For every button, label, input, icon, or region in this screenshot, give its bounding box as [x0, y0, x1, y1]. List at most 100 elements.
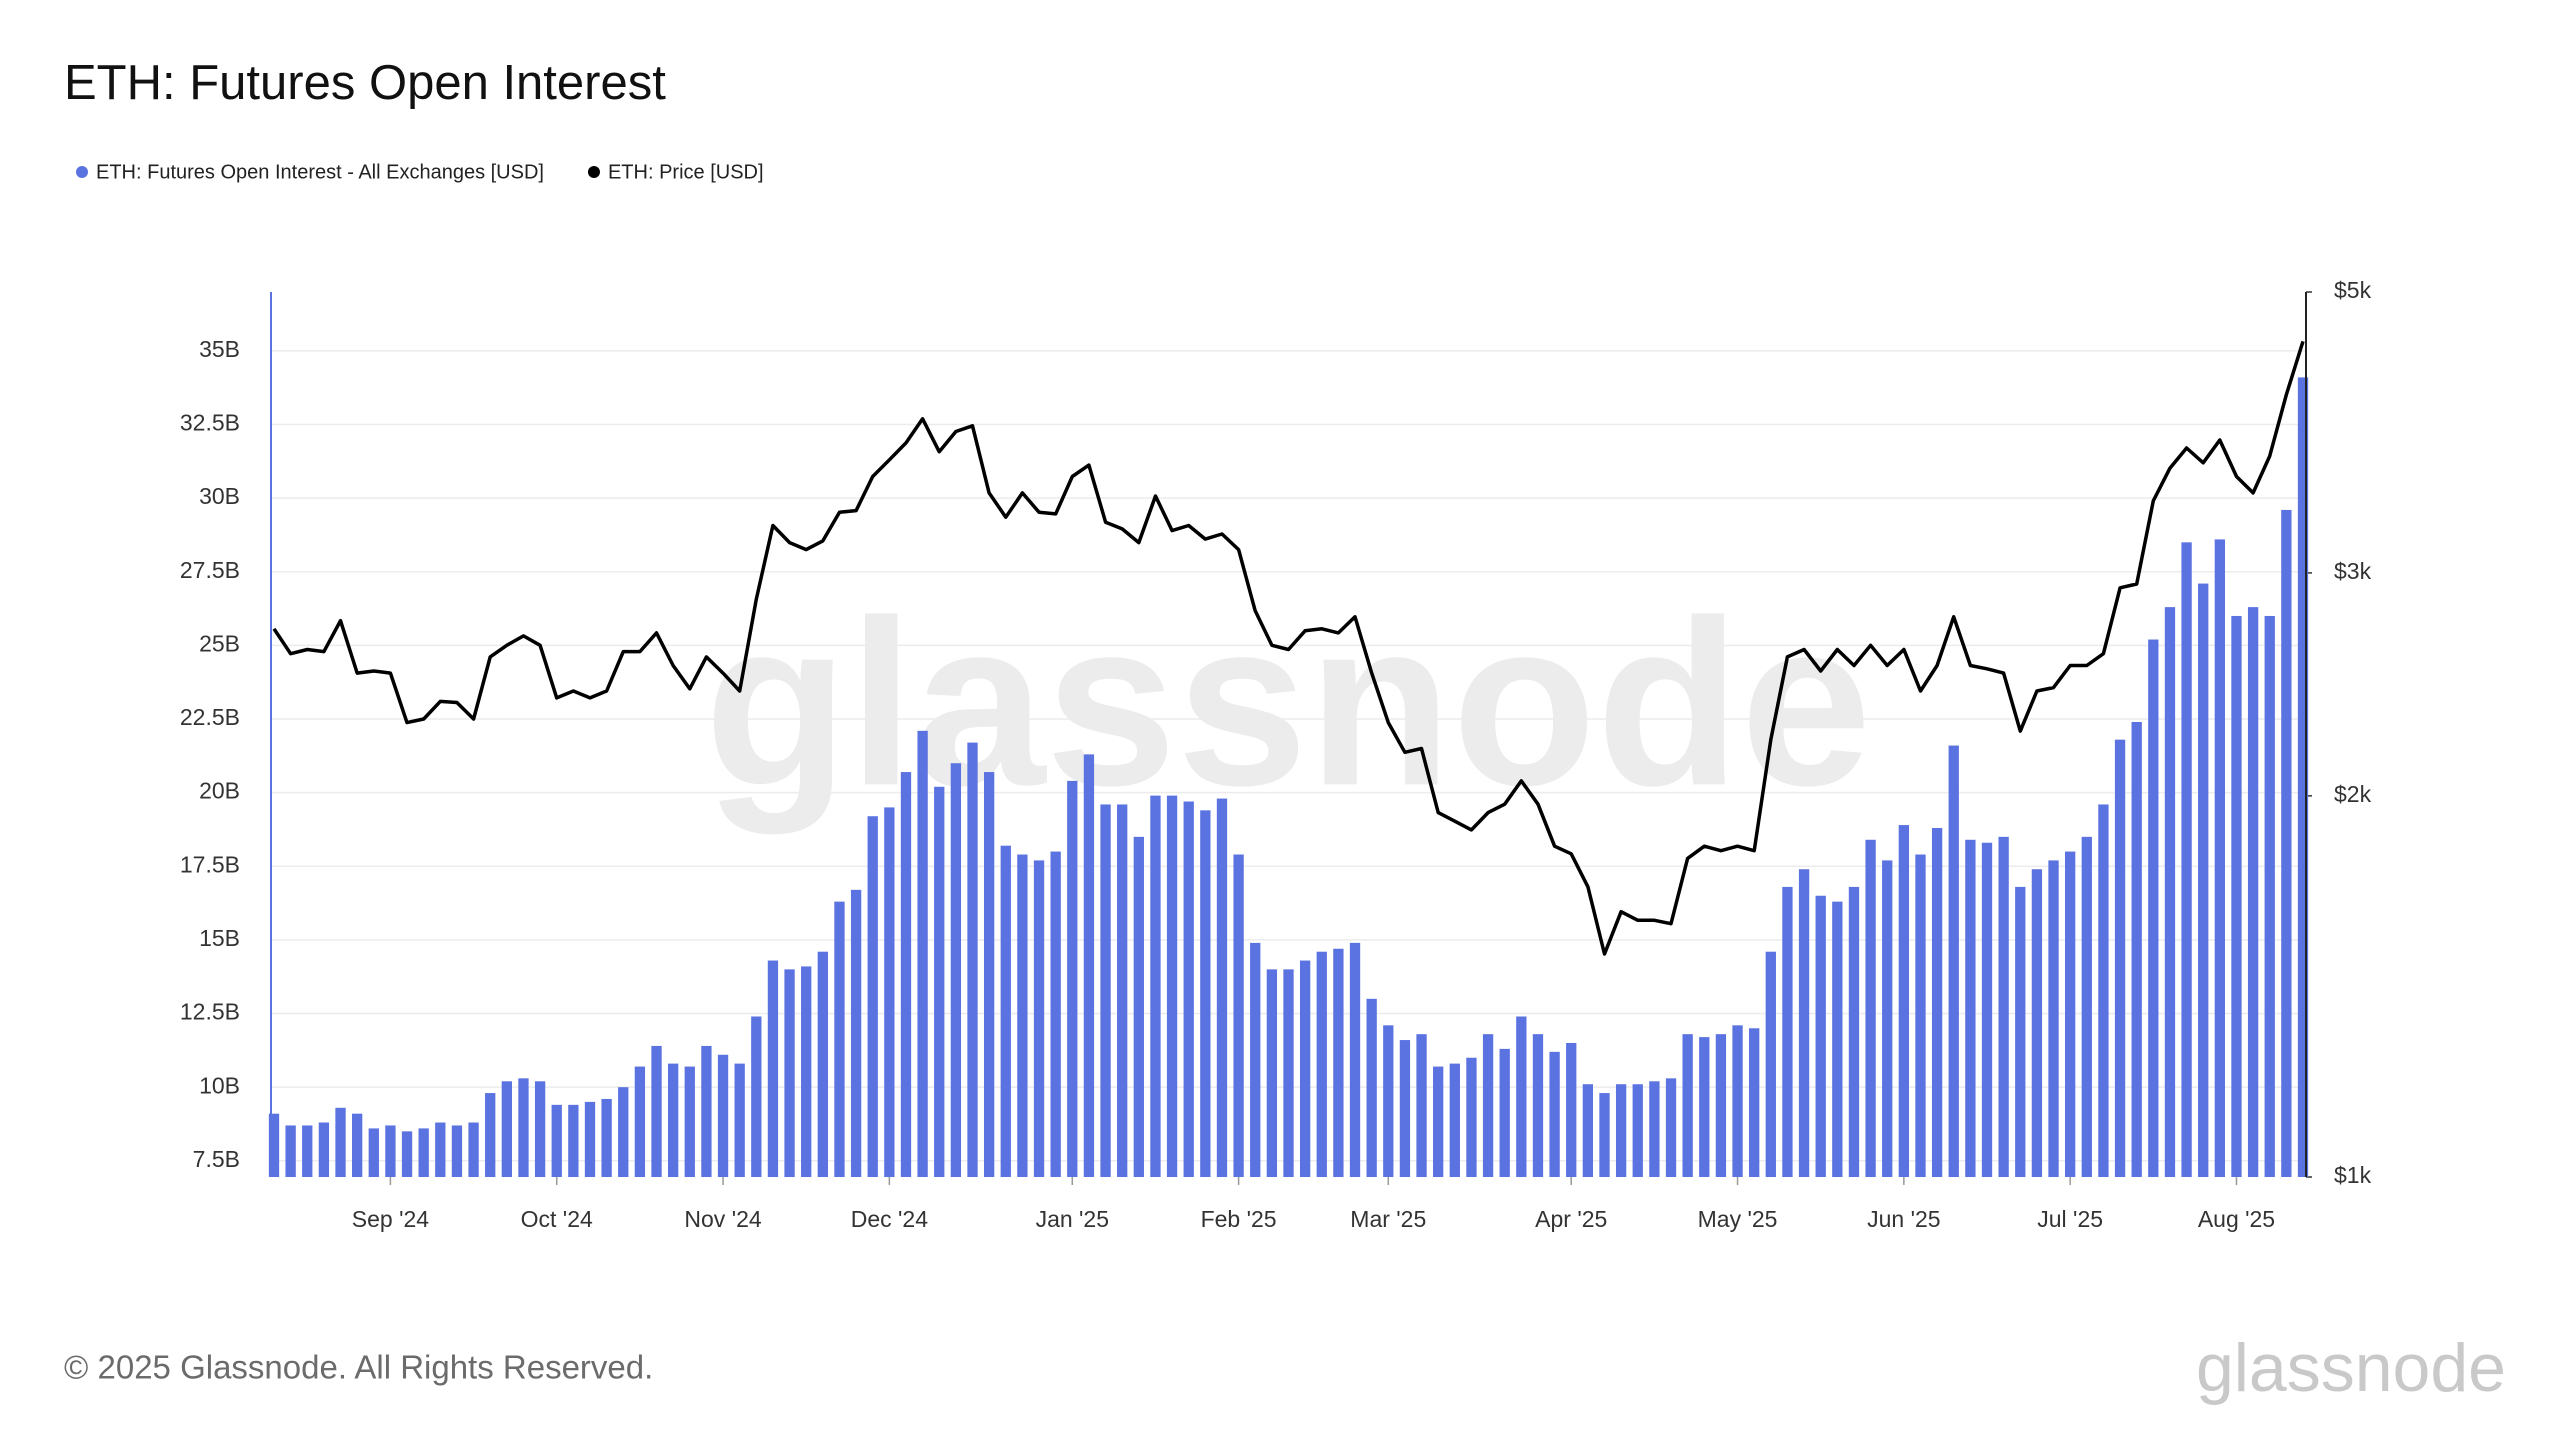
bar [2247, 607, 2259, 1177]
bar [1865, 839, 1876, 1177]
bar [1333, 948, 1344, 1177]
bar [1749, 1028, 1760, 1177]
logo: glassnode [2196, 1330, 2506, 1406]
bar [2114, 739, 2126, 1177]
bar [2297, 377, 2309, 1177]
x-tick-label: Dec '24 [851, 1206, 928, 1232]
bar [734, 1063, 745, 1177]
legend-marker [587, 166, 600, 178]
bar [368, 1128, 379, 1177]
bar [684, 1066, 695, 1177]
bar [1931, 828, 1943, 1177]
x-tick-label: Nov '24 [684, 1206, 761, 1232]
bar [1150, 795, 1161, 1177]
y-tick-label: 17.5B [180, 851, 240, 877]
legend-label: ETH: Futures Open Interest - All Exchang… [96, 161, 544, 183]
y-tick-label: 27.5B [180, 557, 240, 583]
bar [950, 763, 962, 1177]
bar [1582, 1084, 1594, 1177]
bar [767, 960, 779, 1177]
bar [568, 1104, 579, 1177]
bar [1216, 798, 1228, 1177]
bar [983, 772, 995, 1177]
x-tick-label: Feb '25 [1201, 1206, 1277, 1232]
bar [917, 730, 928, 1177]
bar [318, 1122, 330, 1177]
bar [1416, 1034, 1427, 1177]
bar [352, 1113, 363, 1177]
bar [1898, 825, 1910, 1177]
bar [1266, 969, 1278, 1177]
bar [1133, 836, 1144, 1177]
bar [1449, 1063, 1460, 1177]
bar [1566, 1042, 1577, 1177]
bar [501, 1081, 512, 1177]
bar [1033, 860, 1045, 1177]
bar [2015, 886, 2026, 1177]
bar [1532, 1034, 1544, 1177]
bar [667, 1063, 679, 1177]
x-tick-label: Sep '24 [352, 1206, 429, 1232]
bar [485, 1093, 496, 1177]
bar [867, 816, 878, 1177]
bar [534, 1081, 546, 1177]
bar [1349, 942, 1361, 1177]
bar [1782, 886, 1793, 1177]
y-tick-label: 22.5B [180, 704, 240, 730]
x-tick-label: Aug '25 [2198, 1206, 2275, 1232]
y-tick-label: 10B [199, 1072, 240, 1098]
bar [934, 786, 945, 1177]
bar [1316, 951, 1327, 1177]
bar [2081, 836, 2092, 1177]
bar [1699, 1037, 1710, 1177]
bar [1067, 780, 1078, 1177]
y2-tick-label: $3k [2334, 558, 2372, 584]
bar [817, 951, 828, 1177]
bar [551, 1104, 562, 1177]
bar [1466, 1057, 1477, 1177]
bar [385, 1125, 396, 1177]
bar [1832, 901, 1843, 1177]
bar [1083, 754, 1095, 1177]
bar [1299, 960, 1311, 1177]
bar [401, 1131, 413, 1177]
bar [1915, 854, 1926, 1177]
bar [1000, 845, 1011, 1177]
bar [518, 1078, 529, 1177]
y-tick-label: 30B [199, 483, 240, 509]
bar [418, 1128, 429, 1177]
bar [2281, 509, 2292, 1177]
bar [2164, 607, 2176, 1177]
x-tick-label: Jun '25 [1867, 1206, 1940, 1232]
x-tick-label: May '25 [1698, 1206, 1778, 1232]
bar [967, 742, 978, 1177]
x-tick-label: Jul '25 [2037, 1206, 2103, 1232]
bar [2181, 542, 2192, 1177]
bar [2231, 615, 2242, 1177]
bar [2264, 615, 2275, 1177]
bar [2148, 639, 2159, 1177]
bar [1017, 854, 1028, 1177]
x-tick-label: Oct '24 [521, 1206, 593, 1232]
bar [1649, 1081, 1660, 1177]
legend-label: ETH: Price [USD] [608, 161, 764, 183]
bar [601, 1098, 612, 1177]
bar [2131, 721, 2142, 1177]
bar [1948, 745, 1959, 1177]
bar [1283, 969, 1294, 1177]
bar [784, 969, 795, 1177]
bar [335, 1107, 346, 1177]
bar [1166, 795, 1178, 1177]
y2-tick-label: $5k [2334, 277, 2372, 303]
bar [2065, 851, 2076, 1177]
bar [268, 1113, 280, 1177]
bar [1549, 1051, 1560, 1177]
bar [1682, 1034, 1693, 1177]
bar [834, 901, 845, 1177]
y-tick-label: 12.5B [180, 999, 240, 1025]
bar [1715, 1034, 1727, 1177]
bar [751, 1016, 762, 1177]
bar [801, 966, 812, 1177]
bar [1615, 1084, 1627, 1177]
